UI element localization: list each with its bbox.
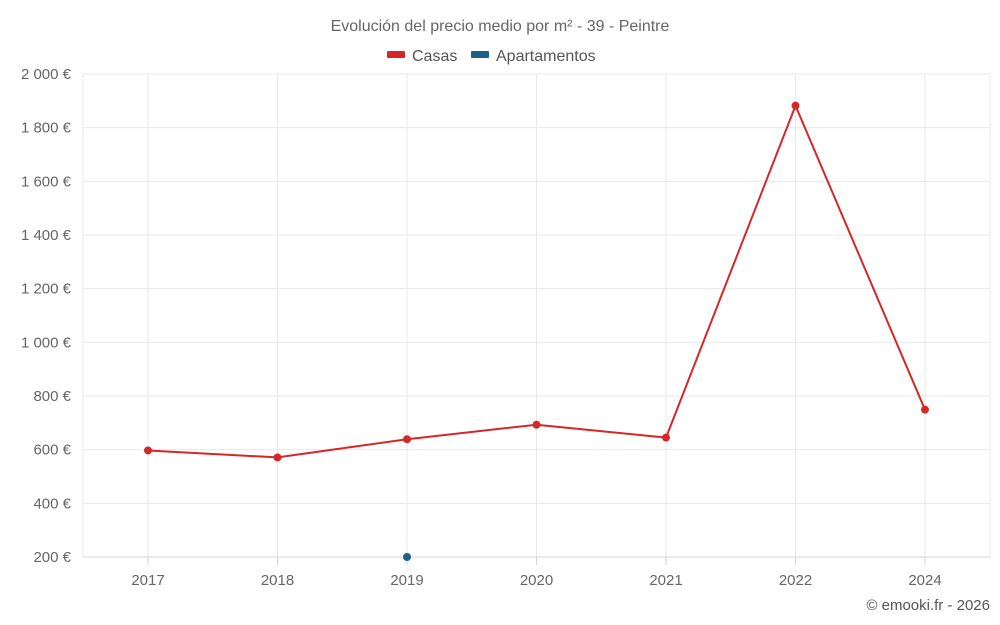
y-tick-label: 400 € [33, 495, 71, 512]
legend-swatch-casas[interactable] [387, 51, 405, 58]
y-tick-label: 1 200 € [21, 281, 72, 298]
x-tick-label: 2021 [649, 572, 682, 589]
legend-label-apartamentos[interactable]: Apartamentos [496, 48, 596, 65]
data-point[interactable] [403, 435, 411, 444]
data-point[interactable] [532, 420, 541, 429]
y-tick-label: 1 000 € [21, 334, 72, 351]
credit-text: © emooki.fr - 2026 [866, 597, 990, 614]
data-point[interactable] [273, 453, 282, 462]
series-layer [144, 101, 929, 561]
y-tick-label: 200 € [33, 549, 71, 566]
legend: Casas Apartamentos [387, 48, 596, 65]
series-apartamentos [403, 553, 411, 561]
y-tick-label: 2 000 € [21, 66, 72, 83]
data-point[interactable] [662, 433, 670, 442]
x-tick-label: 2018 [261, 572, 294, 589]
chart-title: Evolución del precio medio por m² - 39 -… [331, 18, 670, 35]
data-point[interactable] [144, 446, 152, 455]
y-tick-label: 1 400 € [21, 227, 72, 244]
x-tick-label: 2022 [779, 572, 812, 589]
y-tick-label: 800 € [33, 388, 71, 405]
data-point[interactable] [921, 405, 929, 414]
legend-swatch-apartamentos[interactable] [471, 51, 489, 58]
grid [82, 73, 991, 557]
x-tick-label: 2019 [390, 572, 423, 589]
y-tick-label: 1 800 € [21, 120, 72, 137]
data-point[interactable] [403, 553, 411, 561]
series-casas [144, 101, 929, 462]
y-tick-label: 600 € [33, 442, 71, 459]
x-tick-label: 2024 [908, 572, 941, 589]
legend-label-casas[interactable]: Casas [412, 48, 457, 65]
x-tick-label: 2020 [520, 572, 553, 589]
axes: 200 € 400 € 600 € 800 € 1 000 € 1 200 € 1 400 … [21, 66, 990, 589]
x-tick-label: 2017 [131, 572, 164, 589]
data-point[interactable] [791, 101, 800, 110]
y-tick-label: 1 600 € [21, 173, 72, 190]
